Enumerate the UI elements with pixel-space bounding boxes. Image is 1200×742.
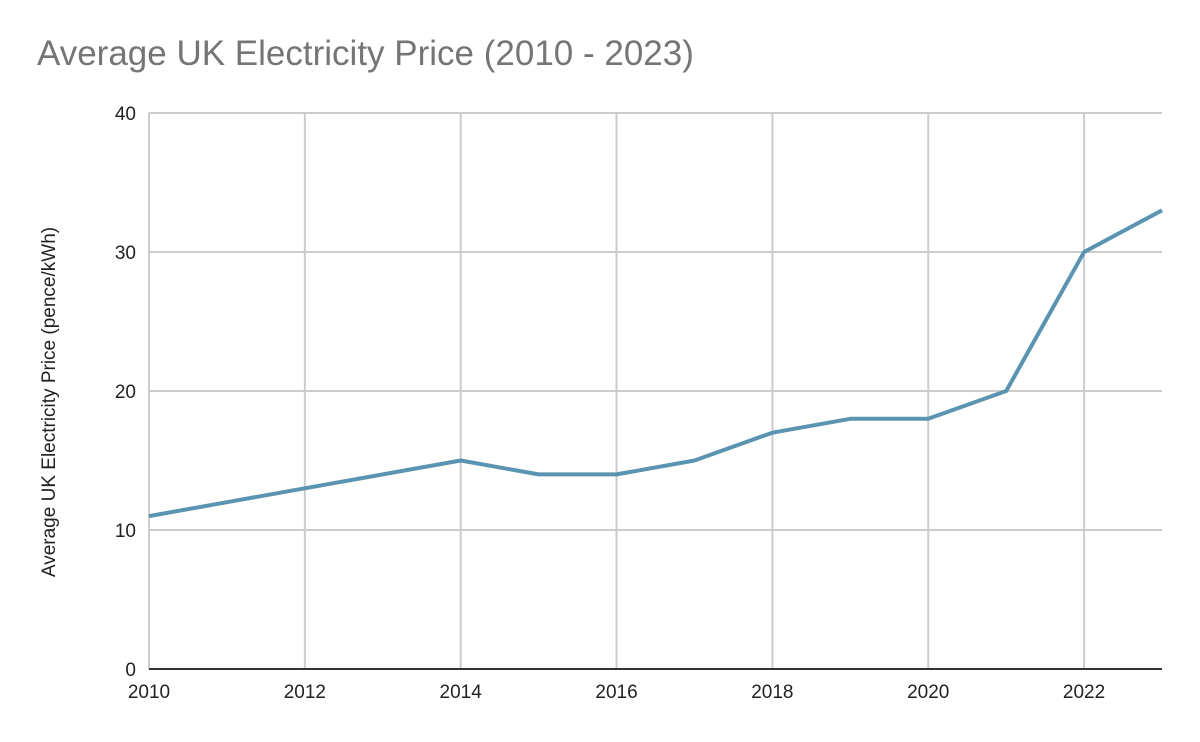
chart-title: Average UK Electricity Price (2010 - 202… xyxy=(37,34,694,73)
gridlines xyxy=(148,112,1162,669)
y-tick-label: 30 xyxy=(115,243,136,264)
tick-labels: 0 10 20 30 40 2010 2012 2014 2016 2018 2020 2022 xyxy=(115,104,1105,703)
x-tick-label: 2016 xyxy=(595,682,637,703)
series xyxy=(148,208,1163,519)
x-tick-label: 2020 xyxy=(907,682,949,703)
y-tick-label: 40 xyxy=(115,104,136,125)
x-tick-label: 2018 xyxy=(751,682,793,703)
y-tick-label: 20 xyxy=(115,382,136,403)
x-tick-label: 2010 xyxy=(128,682,170,703)
x-tick-label: 2022 xyxy=(1063,682,1105,703)
series-line xyxy=(148,208,1163,519)
x-tick-label: 2012 xyxy=(284,682,326,703)
y-axis-label: Average UK Electricity Price (pence/kWh) xyxy=(39,227,60,577)
y-tick-label: 10 xyxy=(115,521,136,542)
x-tick-label: 2014 xyxy=(440,682,483,703)
y-tick-label: 0 xyxy=(125,660,136,681)
